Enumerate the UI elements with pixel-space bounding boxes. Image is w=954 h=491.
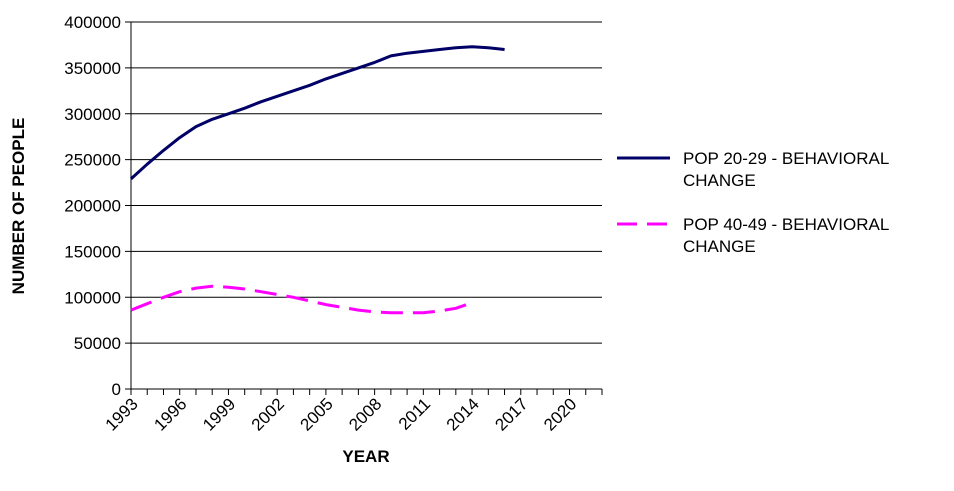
x-axis-title: YEAR [342, 447, 389, 466]
x-tick-label: 2011 [395, 394, 434, 433]
legend-label-1: POP 20-29 - BEHAVIORAL [683, 149, 889, 168]
y-tick-label: 100000 [64, 288, 121, 307]
x-tick-label: 1993 [102, 394, 142, 434]
series-line-1 [129, 45, 505, 181]
x-tick-label: 1996 [150, 394, 190, 434]
x-tick-label: 2005 [297, 394, 337, 434]
y-tick-label: 50000 [74, 334, 121, 353]
y-axis-ticks: 0 50000 100000 150000 200000 250000 300000 3500… [64, 13, 131, 399]
y-tick-label: 150000 [64, 242, 121, 261]
legend-label-2: POP 40-49 - BEHAVIORAL [683, 215, 889, 234]
x-tick-label: 2008 [345, 394, 385, 434]
x-tick-label: 2017 [491, 394, 531, 434]
y-tick-label: 350000 [64, 59, 121, 78]
y-tick-label: 250000 [64, 151, 121, 170]
x-axis-ticks: 1993 1996 1999 2002 2005 2008 2011 2014 2017 2020 [102, 389, 603, 435]
y-axis-title: NUMBER OF PEOPLE [9, 118, 28, 295]
y-tick-label: 200000 [64, 197, 121, 216]
y-tick-label: 0 [112, 380, 121, 399]
y-tick-label: 400000 [64, 13, 121, 32]
series-line-2 [130, 284, 473, 315]
y-tick-label: 300000 [64, 105, 121, 124]
x-tick-label: 2014 [443, 394, 483, 434]
x-tick-label: 2002 [248, 394, 288, 434]
x-tick-label: 2020 [540, 394, 580, 434]
legend: POP 20-29 - BEHAVIORAL CHANGE POP 40-49 - … [617, 149, 889, 256]
legend-label-2: CHANGE [683, 237, 756, 256]
x-tick-label: 1999 [199, 394, 239, 434]
gridlines [131, 21, 602, 344]
legend-label-1: CHANGE [683, 171, 756, 190]
series-lines [129, 45, 505, 315]
